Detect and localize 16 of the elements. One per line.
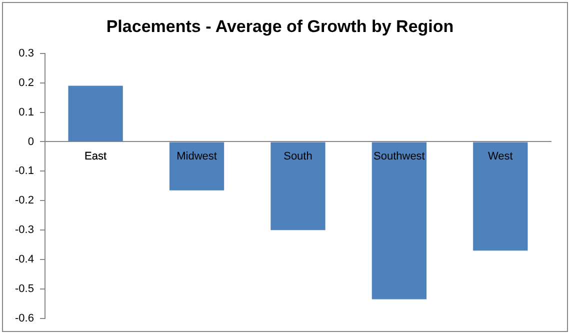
y-tick-label: 0.1 [18, 106, 34, 118]
y-tick-label: 0.3 [18, 47, 34, 60]
y-tick-label: -0.3 [14, 224, 34, 236]
y-tick-label: 0.2 [18, 76, 34, 89]
x-tick-label: Midwest [176, 150, 217, 162]
x-tick-label: West [488, 150, 513, 162]
y-tick-label: -0.5 [14, 282, 34, 295]
x-tick-label: South [284, 150, 312, 162]
y-tick-label: 0 [28, 136, 34, 148]
y-tick-label: -0.2 [14, 194, 34, 207]
chart-title: Placements - Average of Growth by Region [106, 16, 454, 36]
y-tick-label: -0.1 [14, 165, 34, 178]
y-tick-label: -0.6 [14, 312, 34, 324]
y-tick-label: -0.4 [14, 254, 34, 266]
x-tick-label: East [84, 150, 107, 162]
x-tick-label: Southwest [374, 150, 425, 162]
